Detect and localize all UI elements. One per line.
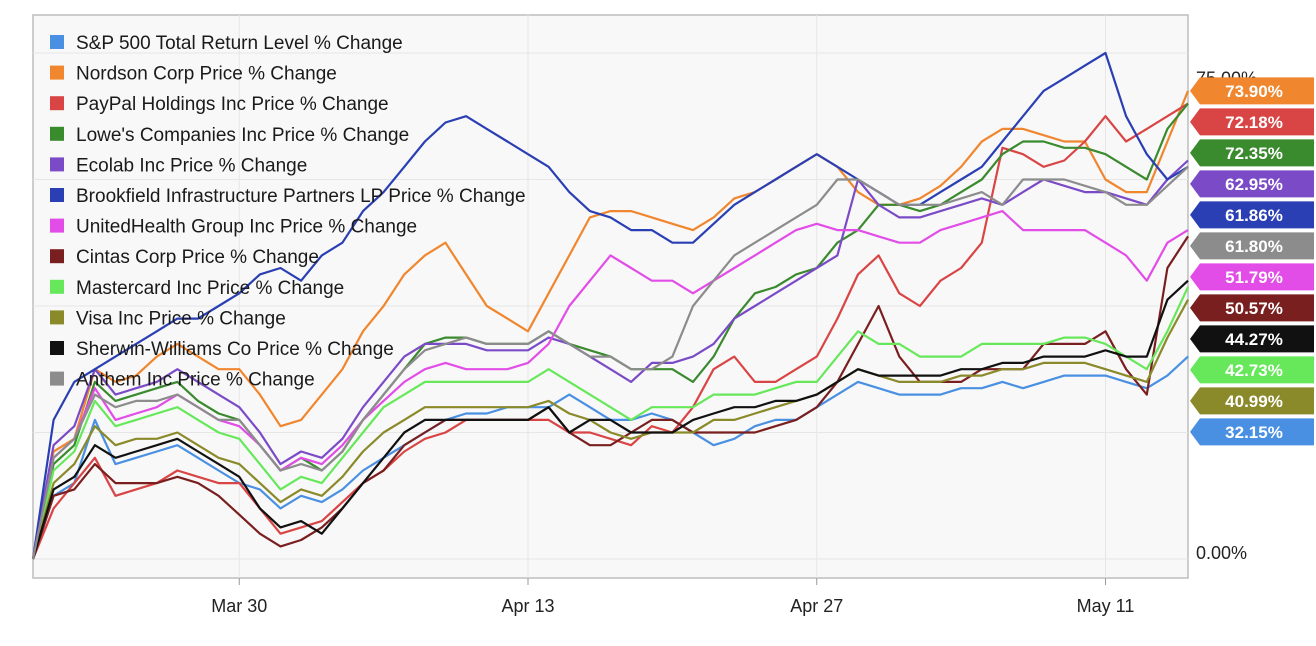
legend-swatch bbox=[50, 96, 64, 111]
end-label-text: 73.90% bbox=[1225, 82, 1283, 101]
legend-label: Brookfield Infrastructure Partners LP Pr… bbox=[76, 186, 526, 207]
end-label-text: 50.57% bbox=[1225, 299, 1283, 318]
y-tick-label: 0.00% bbox=[1196, 543, 1247, 563]
legend-swatch bbox=[50, 157, 64, 172]
end-label-badge: 72.18% bbox=[1190, 108, 1314, 136]
series-line-8 bbox=[31, 235, 1189, 560]
end-label-bg bbox=[1190, 77, 1314, 105]
legend-swatch bbox=[50, 310, 64, 325]
legend-label: Nordson Corp Price % Change bbox=[76, 64, 337, 85]
end-label-badge: 62.95% bbox=[1190, 170, 1314, 198]
legend-label: Ecolab Inc Price % Change bbox=[76, 155, 307, 176]
legend: S&P 500 Total Return Level % Change Nords… bbox=[50, 33, 526, 391]
end-value-labels: 73.90% 72.18% 72.35% 62.95% 61.86% 61.80% 51.7… bbox=[1190, 77, 1314, 446]
legend-swatch bbox=[50, 218, 64, 233]
series-line-5 bbox=[31, 159, 1189, 560]
end-label-text: 40.99% bbox=[1225, 392, 1283, 411]
series-line-2 bbox=[31, 90, 1190, 560]
series-line-10 bbox=[31, 299, 1189, 560]
x-tick-label: Apr 27 bbox=[790, 596, 843, 616]
legend-swatch bbox=[50, 371, 64, 386]
end-label-text: 62.95% bbox=[1225, 175, 1283, 194]
legend-swatch bbox=[50, 341, 64, 355]
x-axis-ticks: Mar 30 Apr 13 Apr 27 May 11 bbox=[211, 578, 1134, 616]
legend-label: PayPal Holdings Inc Price % Change bbox=[76, 94, 389, 115]
end-label-badge: 42.73% bbox=[1190, 356, 1314, 384]
legend-swatch bbox=[50, 249, 64, 264]
legend-label: Sherwin-Williams Co Price % Change bbox=[76, 339, 394, 360]
end-label-badge: 51.79% bbox=[1190, 263, 1314, 291]
legend-label: Anthem Inc Price % Change bbox=[76, 370, 315, 391]
legend-label: Mastercard Inc Price % Change bbox=[76, 278, 344, 299]
end-label-badge: 72.35% bbox=[1190, 139, 1314, 167]
legend-swatch bbox=[50, 65, 64, 80]
end-label-text: 44.27% bbox=[1225, 330, 1283, 349]
legend-label: UnitedHealth Group Inc Price % Change bbox=[76, 217, 417, 238]
end-label-bg bbox=[1190, 108, 1314, 136]
legend-label: Cintas Corp Price % Change bbox=[76, 247, 319, 268]
series-lines bbox=[31, 51, 1190, 560]
end-label-bg bbox=[1190, 263, 1314, 291]
end-label-text: 51.79% bbox=[1225, 268, 1283, 287]
x-tick-label: Apr 13 bbox=[501, 596, 554, 616]
series-line-12 bbox=[31, 165, 1189, 560]
legend-swatch bbox=[50, 35, 64, 49]
end-label-bg bbox=[1190, 170, 1314, 198]
x-tick-label: Mar 30 bbox=[211, 596, 267, 616]
end-label-badge: 32.15% bbox=[1190, 418, 1314, 446]
series-line-3 bbox=[31, 102, 1189, 560]
end-label-bg bbox=[1190, 201, 1314, 229]
end-label-bg bbox=[1190, 139, 1314, 167]
series-line-6 bbox=[31, 51, 1189, 560]
legend-label: Lowe's Companies Inc Price % Change bbox=[76, 125, 409, 146]
x-tick-label: May 11 bbox=[1077, 596, 1135, 616]
legend-swatch bbox=[50, 279, 64, 294]
end-label-bg bbox=[1190, 232, 1314, 260]
end-label-bg bbox=[1190, 325, 1314, 353]
end-label-bg bbox=[1190, 418, 1314, 446]
end-label-badge: 44.27% bbox=[1190, 325, 1314, 353]
end-label-text: 32.15% bbox=[1225, 423, 1283, 442]
legend-swatch bbox=[50, 188, 64, 202]
end-label-badge: 73.90% bbox=[1190, 77, 1314, 105]
series-line-11 bbox=[31, 279, 1189, 560]
legend-label: S&P 500 Total Return Level % Change bbox=[76, 33, 403, 54]
end-label-text: 61.86% bbox=[1225, 206, 1283, 225]
end-label-badge: 61.86% bbox=[1190, 201, 1314, 229]
end-label-bg bbox=[1190, 294, 1314, 322]
end-label-text: 72.18% bbox=[1225, 113, 1283, 132]
end-label-badge: 50.57% bbox=[1190, 294, 1314, 322]
end-label-badge: 61.80% bbox=[1190, 232, 1314, 260]
legend-swatch bbox=[50, 126, 64, 141]
end-label-badge: 40.99% bbox=[1190, 387, 1314, 415]
series-line-9 bbox=[31, 286, 1189, 560]
end-label-bg bbox=[1190, 387, 1314, 415]
series-line-7 bbox=[31, 210, 1189, 560]
end-label-text: 61.80% bbox=[1225, 237, 1283, 256]
end-label-bg bbox=[1190, 356, 1314, 384]
end-label-text: 72.35% bbox=[1225, 144, 1283, 163]
end-label-text: 42.73% bbox=[1225, 361, 1283, 380]
legend-label: Visa Inc Price % Change bbox=[76, 308, 286, 329]
